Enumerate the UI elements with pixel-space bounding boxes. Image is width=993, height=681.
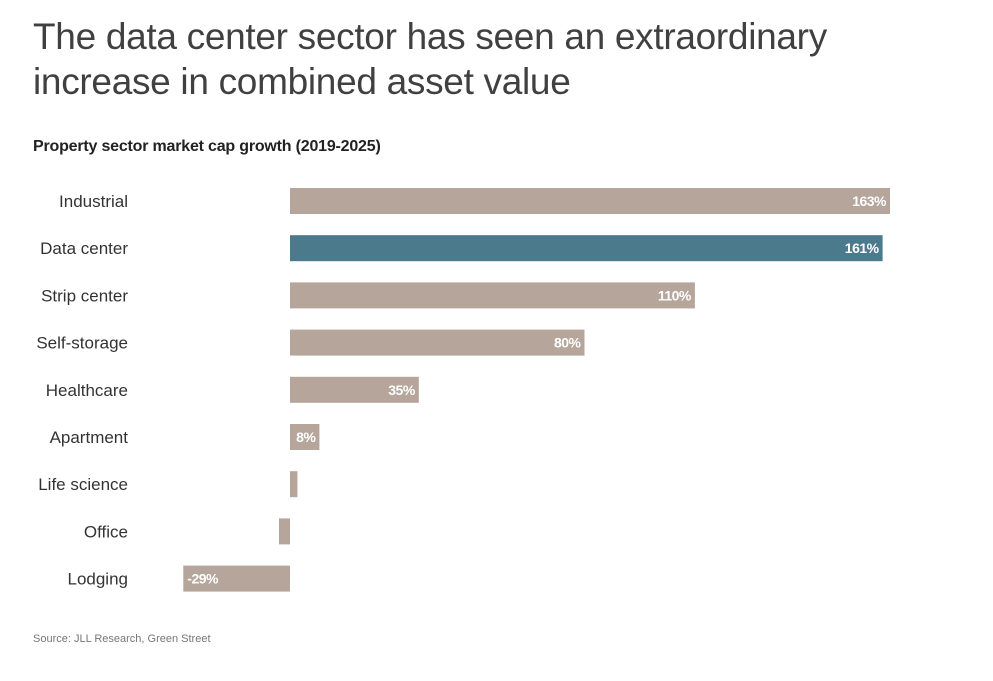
value-label-lodging: -29% [187,571,219,587]
bar-chart: Industrial 163% Data center 161% Strip cente… [36,188,890,592]
bar-self-storage [290,329,585,356]
value-label-industrial: 163% [852,193,887,209]
bar-life-science [290,471,298,498]
category-label-data-center: Data center [40,239,128,258]
bar-data-center [290,235,883,262]
bar-industrial [290,188,890,214]
value-label-strip-center: 110% [658,287,692,303]
category-label-self-storage: Self-storage [36,334,128,353]
category-label-lodging: Lodging [67,570,128,589]
chart-title: Property sector market cap growth (2019-… [33,138,381,155]
value-label-self-storage: 80% [554,335,582,351]
category-label-industrial: Industrial [59,192,128,211]
chart-headline: The data center sector has seen an extra… [33,16,827,102]
category-label-office: Office [84,522,128,541]
bar-lodging [183,565,290,592]
bar-healthcare [290,376,419,403]
value-label-healthcare: 35% [388,382,416,398]
category-label-apartment: Apartment [50,428,129,447]
category-label-strip-center: Strip center [41,286,128,305]
category-label-life-science: Life science [38,475,128,494]
bar-office [279,518,290,545]
bar-strip-center [290,282,695,309]
bar-apartment [290,424,320,450]
value-label-data-center: 161% [845,240,880,256]
category-label-healthcare: Healthcare [46,381,128,400]
value-label-apartment: 8% [296,429,316,445]
source-note: Source: JLL Research, Green Street [33,633,211,645]
